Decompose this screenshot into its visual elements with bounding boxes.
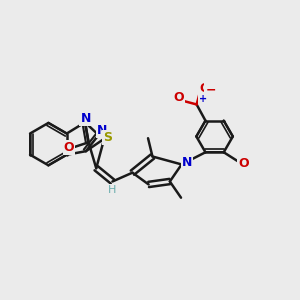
Text: S: S [103,131,112,144]
Text: N: N [182,156,192,169]
Text: N: N [80,112,91,125]
Text: −: − [205,83,216,96]
Text: O: O [238,157,249,170]
Text: O: O [64,141,74,154]
Text: +: + [199,94,207,103]
Text: H: H [108,185,116,195]
Text: O: O [174,92,184,104]
Text: N: N [97,124,107,137]
Text: O: O [199,82,210,95]
